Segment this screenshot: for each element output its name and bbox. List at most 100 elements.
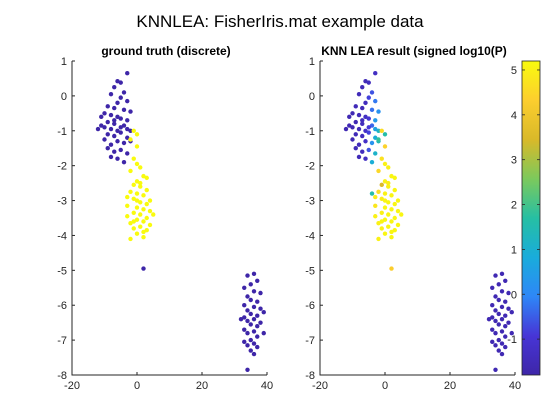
data-point [248, 322, 253, 327]
data-point [245, 367, 250, 372]
data-point [108, 91, 114, 97]
data-point [258, 320, 263, 325]
data-point [356, 126, 362, 132]
x-tick-label: 40 [509, 380, 521, 392]
data-point [255, 334, 260, 339]
data-point [131, 226, 136, 231]
data-point [496, 322, 501, 327]
data-point [493, 367, 498, 372]
data-point [245, 318, 250, 324]
data-point [392, 175, 397, 181]
y-tick-label: 1 [61, 56, 67, 68]
data-point [131, 210, 136, 215]
data-point [245, 308, 250, 313]
data-point [490, 315, 495, 320]
data-point [141, 207, 146, 212]
data-point [121, 140, 127, 146]
data-point [108, 126, 114, 132]
data-point [496, 348, 501, 353]
panel-title-ground-truth: ground truth (discrete) [101, 44, 230, 58]
data-point [493, 318, 498, 324]
data-point [379, 226, 384, 231]
data-point [144, 175, 149, 181]
data-point [392, 187, 397, 193]
y-tick-label: -6 [57, 300, 67, 312]
data-point [493, 343, 498, 348]
data-point [373, 118, 378, 123]
data-point [369, 191, 375, 196]
data-point [360, 133, 365, 139]
data-point [356, 142, 362, 147]
data-point [131, 182, 136, 188]
data-point [131, 128, 136, 133]
data-point [255, 323, 260, 329]
data-point [138, 212, 143, 217]
data-point [131, 156, 136, 161]
data-point [490, 285, 495, 290]
data-point [392, 201, 397, 207]
data-point [108, 154, 114, 160]
data-point [379, 182, 384, 188]
data-point [128, 128, 133, 133]
data-point [105, 132, 110, 137]
data-point [134, 205, 140, 210]
data-point [366, 147, 371, 153]
data-point [242, 303, 247, 308]
x-tick-label: 0 [134, 380, 140, 392]
data-point [248, 282, 253, 287]
data-point [373, 214, 378, 219]
y-tick-label: 0 [61, 91, 67, 103]
data-point [382, 132, 388, 137]
data-point [496, 311, 501, 317]
data-point [248, 337, 253, 343]
data-point [503, 299, 508, 304]
data-point [112, 118, 117, 123]
data-point [248, 297, 253, 303]
data-point [242, 339, 247, 345]
data-point [353, 104, 358, 109]
y-tick-label: -3 [57, 196, 67, 208]
data-point [147, 208, 153, 214]
data-point [112, 121, 117, 127]
data-point [255, 344, 260, 350]
data-point [392, 228, 397, 233]
data-point [496, 297, 501, 303]
y-tick-label: -5 [57, 265, 67, 277]
data-point [373, 151, 378, 156]
data-point [379, 128, 384, 133]
data-point [115, 114, 120, 120]
data-point [373, 71, 378, 76]
data-point [350, 125, 355, 130]
y-tick-label: -1 [305, 126, 315, 138]
data-point [141, 266, 146, 271]
data-point [363, 139, 368, 144]
data-point [493, 330, 498, 336]
data-point [382, 144, 388, 149]
data-point [486, 316, 492, 322]
data-point [366, 116, 371, 121]
data-point [245, 294, 250, 299]
data-point [369, 90, 375, 95]
data-point [131, 219, 136, 224]
data-point [376, 137, 381, 142]
data-point [376, 236, 381, 242]
data-point [382, 198, 388, 203]
data-point [366, 95, 371, 100]
data-point [118, 147, 123, 153]
data-point [261, 310, 266, 315]
data-point [147, 222, 153, 228]
data-point [389, 193, 394, 198]
data-point [118, 130, 123, 135]
panel-knn-lea: KNN LEA result (signed log10(P) -20 0 20 40… [305, 44, 521, 392]
data-point [245, 330, 250, 336]
data-point [382, 179, 388, 184]
data-point [389, 234, 394, 240]
data-point [392, 215, 397, 221]
y-tick-label: 0 [309, 91, 315, 103]
data-point [369, 123, 375, 128]
data-point [503, 278, 508, 283]
data-point [506, 290, 511, 296]
data-point [128, 109, 133, 114]
data-point [118, 116, 123, 121]
y-tick-label: -5 [305, 265, 315, 277]
